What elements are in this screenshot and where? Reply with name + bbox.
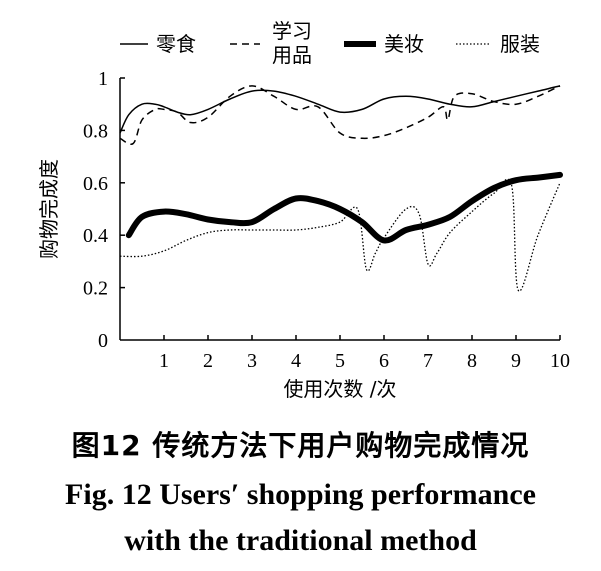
legend: 零食 学习用品 美妆 服装 (120, 19, 540, 67)
x-ticks: 1 2 3 4 5 6 7 8 9 10 (159, 335, 570, 372)
x-tick-label: 8 (467, 350, 477, 372)
figure-caption-english-line2: with the traditional method (124, 524, 477, 557)
y-tick-label: 0.2 (83, 278, 108, 300)
y-tick-label: 0 (98, 330, 108, 352)
series-line-3 (119, 178, 561, 292)
figure-caption-english-line1: Fig. 12 Users′ shopping performance (65, 478, 536, 511)
legend-label-0: 零食 (156, 32, 196, 56)
legend-label-2: 美妆 (384, 32, 424, 56)
y-tick-label: 0.6 (83, 173, 108, 195)
series-line-2 (125, 171, 563, 244)
x-axis-title: 使用次数 /次 (283, 377, 396, 401)
x-tick-label: 1 (159, 350, 169, 372)
x-tick-label: 9 (511, 350, 521, 372)
series-layer (119, 85, 563, 292)
x-tick-label: 2 (203, 350, 213, 372)
y-axis-title: 购物完成度 (37, 159, 61, 259)
y-ticks: 0 0.2 0.4 0.6 0.8 1 (83, 68, 125, 352)
y-tick-label: 1 (98, 68, 108, 90)
x-tick-label: 7 (423, 350, 433, 372)
x-tick-label: 3 (247, 350, 257, 372)
x-tick-label: 10 (550, 350, 570, 372)
figure-caption-chinese: 图12 传统方法下用户购物完成情况 (71, 429, 530, 462)
y-tick-label: 0.8 (83, 120, 108, 142)
series-line-0 (119, 85, 561, 134)
y-tick-label: 0.4 (83, 225, 108, 247)
legend-label-3: 服装 (500, 32, 540, 56)
legend-label-1: 学习用品 (272, 19, 312, 67)
x-tick-label: 5 (335, 350, 345, 372)
line-chart: 零食 学习用品 美妆 服装 0 0.2 0.4 0.6 0.8 1 1 2 3 4 5 6 7 8 9 10… (37, 19, 570, 401)
x-tick-label: 4 (291, 350, 301, 372)
x-tick-label: 6 (379, 350, 389, 372)
series-line-1 (119, 85, 561, 145)
